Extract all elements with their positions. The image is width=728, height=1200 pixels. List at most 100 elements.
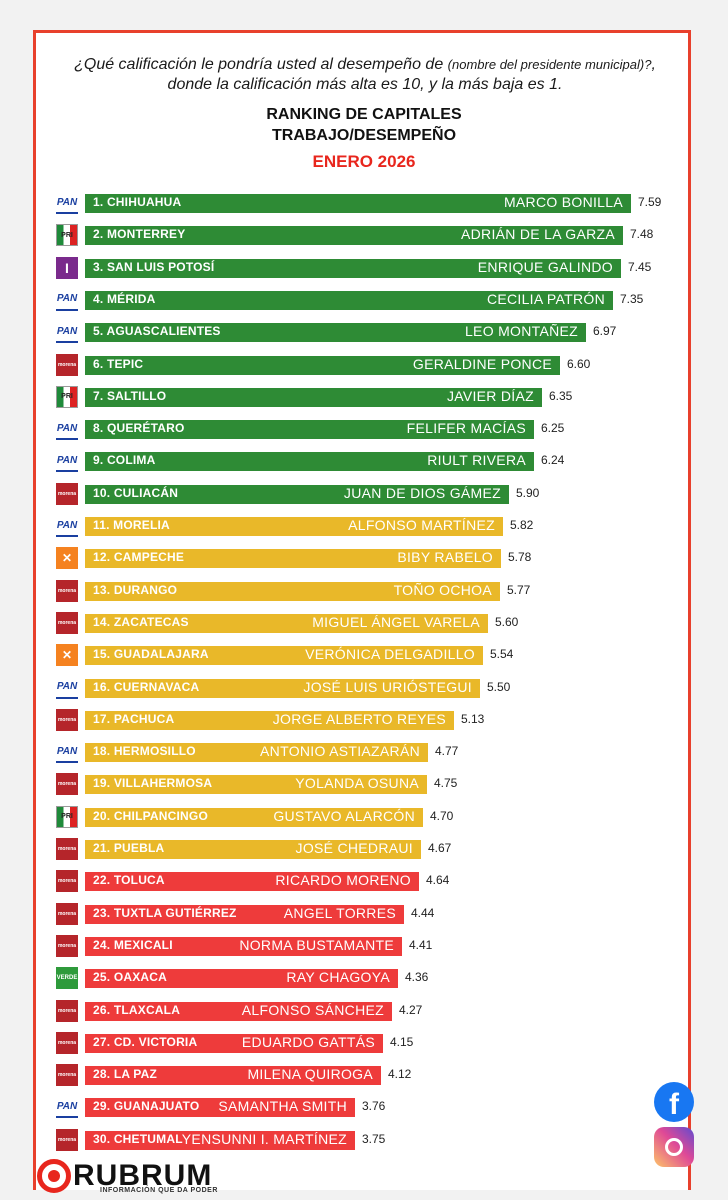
- facebook-icon[interactable]: f: [654, 1082, 694, 1122]
- bar-mayor-name: RICARDO MORENO: [275, 872, 411, 889]
- bar: 21. PUEBLA JOSÉ CHEDRAUI: [85, 840, 421, 859]
- bar: 1. CHIHUAHUA MARCO BONILLA: [85, 194, 631, 213]
- bar: 29. GUANAJUATO SAMANTHA SMITH: [85, 1098, 355, 1118]
- bar: 25. OAXACA RAY CHAGOYA: [85, 969, 398, 989]
- bar-city-label: 25. OAXACA: [93, 970, 168, 985]
- bar-mayor-name: FELIFER MACÍAS: [406, 420, 526, 437]
- pri-logo-icon: PRI: [56, 385, 78, 408]
- bar-mayor-name: YENSUNNI I. MARTÍNEZ: [181, 1130, 347, 1147]
- bar-city-label: 21. PUEBLA: [93, 841, 165, 855]
- bar-city-label: 2. MONTERREY: [93, 227, 186, 242]
- instagram-icon[interactable]: [654, 1127, 694, 1167]
- bar-mayor-name: BIBY RABELO: [397, 549, 493, 566]
- mc-logo-icon: ✕: [56, 644, 78, 667]
- bar-mayor-name: ANTONIO ASTIAZARÁN: [260, 743, 420, 760]
- bar-city-label: 19. VILLAHERMOSA: [93, 776, 213, 791]
- bar: 3. SAN LUIS POTOSÍ ENRIQUE GALINDO: [85, 258, 621, 278]
- bar-mayor-name: LEO MONTAÑEZ: [464, 323, 578, 340]
- pan-logo-icon: PAN: [56, 450, 78, 473]
- bar: 12. CAMPECHE BIBY RABELO: [85, 549, 501, 569]
- bar: 19. VILLAHERMOSA YOLANDA OSUNA: [85, 775, 427, 795]
- bar-city-label: 6. TEPIC: [93, 356, 144, 371]
- pan-logo-icon: PAN: [56, 741, 78, 764]
- bar-value-label: 4.70: [430, 808, 454, 823]
- bar-city-label: 11. MORELIA: [93, 518, 170, 532]
- bar-mayor-name: JUAN DE DIOS GÁMEZ: [343, 484, 501, 501]
- bar: 9. COLIMA RIULT RIVERA: [85, 452, 534, 472]
- bar-mayor-name: GERALDINE PONCE: [412, 355, 552, 372]
- bar-mayor-name: JAVIER DÍAZ: [446, 387, 534, 404]
- bar-value-label: 4.41: [409, 937, 433, 952]
- bar-city-label: 5. AGUASCALIENTES: [93, 324, 221, 339]
- bar-city-label: 20. CHILPANCINGO: [93, 808, 208, 823]
- bar-city-label: 30. CHETUMAL: [93, 1131, 183, 1146]
- bar-mayor-name: MILENA QUIROGA: [247, 1066, 373, 1083]
- bar-mayor-name: SAMANTHA SMITH: [218, 1098, 347, 1115]
- bar-city-label: 23. TUXTLA GUTIÉRREZ: [93, 905, 237, 920]
- bar-value-label: 5.90: [516, 485, 540, 500]
- bar-city-label: 1. CHIHUAHUA: [93, 195, 182, 209]
- morena-logo-icon: morena: [56, 353, 78, 376]
- bar-value-label: 4.27: [399, 1002, 423, 1017]
- bar-value-label: 4.12: [388, 1067, 412, 1082]
- morena-logo-icon: morena: [56, 999, 78, 1022]
- bar: 24. MEXICALI NORMA BUSTAMANTE: [85, 936, 402, 956]
- bar: 30. CHETUMAL YENSUNNI I. MARTÍNEZ: [85, 1130, 355, 1150]
- question-paren: (nombre del presidente municipal)?: [447, 57, 652, 72]
- bar-value-label: 5.50: [487, 679, 511, 694]
- brand-logo: RUBRUM: [37, 1159, 212, 1193]
- morena-logo-icon: morena: [56, 1128, 78, 1151]
- bar-city-label: 22. TOLUCA: [93, 873, 165, 888]
- bar-city-label: 8. QUERÉTARO: [93, 421, 185, 436]
- morena-logo-icon: morena: [56, 708, 78, 731]
- bar-value-label: 4.75: [434, 776, 458, 791]
- bar-value-label: 7.59: [638, 195, 662, 209]
- bar-mayor-name: JORGE ALBERTO REYES: [272, 710, 446, 727]
- bar-mayor-name: ALFONSO MARTÍNEZ: [348, 517, 495, 533]
- bar: 10. CULIACÁN JUAN DE DIOS GÁMEZ: [85, 484, 509, 504]
- bar: 17. PACHUCA JORGE ALBERTO REYES: [85, 710, 454, 730]
- bar-mayor-name: CECILIA PATRÓN: [486, 290, 605, 307]
- bar-mayor-name: YOLANDA OSUNA: [295, 775, 419, 792]
- bar-value-label: 3.75: [362, 1131, 386, 1146]
- morena-logo-icon: morena: [56, 482, 78, 505]
- bar-city-label: 12. CAMPECHE: [93, 550, 185, 565]
- bar: 20. CHILPANCINGO GUSTAVO ALARCÓN: [85, 807, 423, 827]
- bar-value-label: 4.36: [405, 970, 429, 985]
- bar-value-label: 5.77: [507, 582, 531, 597]
- pan-logo-icon: PAN: [56, 515, 78, 537]
- bar: 18. HERMOSILLO ANTONIO ASTIAZARÁN: [85, 743, 428, 763]
- bar-mayor-name: NORMA BUSTAMANTE: [239, 936, 394, 953]
- bar: 11. MORELIA ALFONSO MARTÍNEZ: [85, 517, 503, 536]
- bar-mayor-name: ALFONSO SÁNCHEZ: [241, 1001, 384, 1018]
- morena-logo-icon: morena: [56, 773, 78, 796]
- bar: 26. TLAXCALA ALFONSO SÁNCHEZ: [85, 1001, 392, 1021]
- bar-city-label: 17. PACHUCA: [93, 711, 175, 726]
- pan-logo-icon: PAN: [56, 1096, 78, 1119]
- bar-value-label: 4.77: [435, 744, 459, 759]
- bar-mayor-name: MIGUEL ÁNGEL VARELA: [312, 613, 480, 630]
- bar-value-label: 5.60: [495, 614, 519, 629]
- bar-value-label: 4.64: [426, 873, 450, 888]
- bar-mayor-name: JOSÉ LUIS URIÓSTEGUI: [303, 678, 472, 695]
- brand-tagline: INFORMACIÓN QUE DA PODER: [100, 1187, 218, 1194]
- bar-mayor-name: EDUARDO GATTÁS: [241, 1033, 375, 1050]
- chart-title-line1: RANKING DE CAPITALES: [266, 106, 462, 123]
- bar-city-label: 24. MEXICALI: [93, 937, 173, 952]
- bar: 14. ZACATECAS MIGUEL ÁNGEL VARELA: [85, 613, 488, 633]
- mc-logo-icon: ✕: [56, 547, 78, 570]
- morena-logo-icon: morena: [56, 902, 78, 925]
- question-main: ¿Qué calificación le pondría usted al de…: [74, 56, 444, 73]
- bar: 6. TEPIC GERALDINE PONCE: [85, 355, 560, 375]
- bar-value-label: 6.35: [549, 388, 573, 403]
- pan-logo-icon: PAN: [56, 321, 78, 344]
- pan-logo-icon: PAN: [56, 418, 78, 441]
- bar-city-label: 4. MÉRIDA: [93, 291, 156, 306]
- bar-city-label: 13. DURANGO: [93, 582, 178, 597]
- bar-value-label: 7.35: [620, 291, 644, 306]
- bar: 2. MONTERREY ADRIÁN DE LA GARZA: [85, 226, 623, 246]
- bar-value-label: 5.54: [490, 647, 514, 662]
- bar-city-label: 15. GUADALAJARA: [93, 647, 209, 662]
- bar-mayor-name: TOÑO OCHOA: [393, 581, 492, 598]
- bar-value-label: 4.44: [411, 905, 435, 920]
